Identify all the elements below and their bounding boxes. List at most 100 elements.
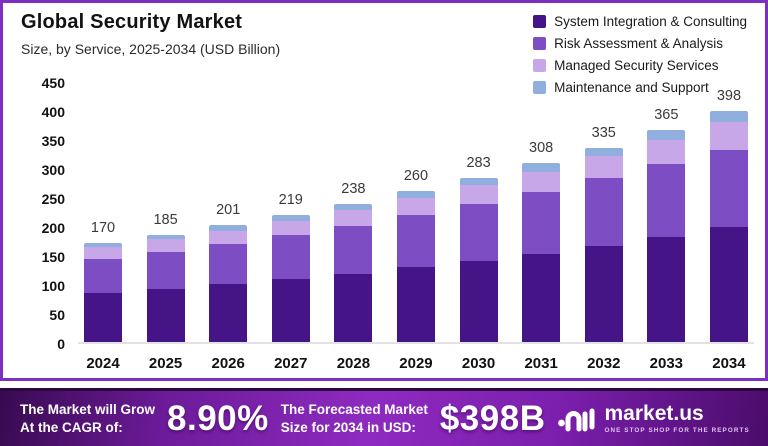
bar-segment-2030-series-3 xyxy=(459,177,498,186)
y-tick-300: 300 xyxy=(41,162,65,178)
bar-2033: 365 2033 xyxy=(647,83,686,372)
y-tick-100: 100 xyxy=(41,278,65,294)
bar-total-2032: 335 xyxy=(591,124,616,141)
x-label-2033: 2033 xyxy=(649,355,684,372)
bar-segment-2026-series-1 xyxy=(209,243,248,284)
bar-segment-2031-series-1 xyxy=(522,192,561,254)
bar-segment-2033-series-2 xyxy=(647,139,686,164)
legend-item-0: System Integration & Consulting xyxy=(533,13,747,29)
legend-swatch-icon xyxy=(533,14,547,28)
legend-label: System Integration & Consulting xyxy=(554,13,747,29)
bar-total-2026: 201 xyxy=(216,202,241,219)
bar-total-2024: 170 xyxy=(90,220,116,237)
bar-segment-2027-series-3 xyxy=(271,215,310,221)
bar-segment-2025-series-1 xyxy=(146,251,185,289)
y-tick-150: 150 xyxy=(41,249,65,265)
bar-segment-2028-series-3 xyxy=(334,203,373,211)
bar-total-2029: 260 xyxy=(403,168,429,185)
bar-segment-2027-series-0 xyxy=(271,279,310,342)
forecast-label-line1: The Forecasted Market xyxy=(280,401,428,417)
legend-label: Maintenance and Support xyxy=(554,79,709,95)
bar-segment-2031-series-2 xyxy=(522,171,561,193)
brand-logo: market.us ONE STOP SHOP FOR THE REPORTS xyxy=(557,402,749,436)
cagr-label: The Market will Grow At the CAGR of: xyxy=(20,401,155,436)
bar-2031: 308 2031 xyxy=(522,83,561,372)
bar-segment-2034-series-2 xyxy=(709,121,748,151)
bar-segment-2031-series-3 xyxy=(522,163,561,172)
x-label-2029: 2029 xyxy=(399,355,433,372)
bar-segment-2028-series-1 xyxy=(334,226,373,274)
x-label-2030: 2030 xyxy=(461,355,496,372)
bar-segment-2034-series-0 xyxy=(709,227,748,342)
bar-segment-2032-series-1 xyxy=(584,178,623,246)
chart-card: Global Security Market Size, by Service,… xyxy=(0,0,768,381)
bar-2030: 283 2030 xyxy=(459,83,498,372)
forecast-label: The Forecasted Market Size for 2034 in U… xyxy=(281,401,428,436)
bar-segment-2032-series-3 xyxy=(584,147,623,157)
bar-segment-2033-series-3 xyxy=(647,130,686,140)
bar-segment-2029-series-0 xyxy=(396,267,435,342)
bar-segment-2026-series-3 xyxy=(209,225,248,231)
chart-title: Global Security Market xyxy=(21,11,243,33)
bar-segment-2027-series-1 xyxy=(271,235,310,280)
bar-2028: 238 2028 xyxy=(334,83,373,372)
bar-segment-2025-series-0 xyxy=(146,288,185,342)
bar-segment-2033-series-1 xyxy=(647,163,686,238)
brand-text: market.us ONE STOP SHOP FOR THE REPORTS xyxy=(604,403,749,434)
x-label-2028: 2028 xyxy=(336,355,371,372)
bar-total-2031: 308 xyxy=(529,140,554,157)
bar-total-2028: 238 xyxy=(341,180,366,197)
legend-swatch-icon xyxy=(533,58,547,72)
bar-segment-2024-series-0 xyxy=(84,293,122,342)
chart-header: Global Security Market Size, by Service,… xyxy=(21,11,280,57)
bar-2027: 219 2027 xyxy=(271,83,310,372)
chart-legend: System Integration & Consulting Risk Asse… xyxy=(533,13,747,101)
bar-total-2030: 283 xyxy=(466,154,491,171)
cagr-value: 8.90% xyxy=(167,398,269,438)
y-tick-350: 350 xyxy=(41,133,65,149)
bar-segment-2029-series-2 xyxy=(396,198,435,215)
forecast-value: $398B xyxy=(439,398,546,438)
bar-segment-2032-series-0 xyxy=(584,245,623,342)
x-label-2032: 2032 xyxy=(587,355,621,372)
y-axis: 450 400 350 300 250 200 150 100 50 0 xyxy=(21,75,65,352)
bar-segment-2034-series-1 xyxy=(709,150,748,228)
bar-segment-2034-series-3 xyxy=(709,111,748,122)
bar-segment-2030-series-1 xyxy=(459,203,498,261)
x-label-2027: 2027 xyxy=(274,355,308,372)
bar-plot: 170 2024 185 2025 201 2026 219 2027 238 2028 260 20… xyxy=(78,83,754,372)
marketus-logo-icon xyxy=(558,408,595,431)
legend-label: Risk Assessment & Analysis xyxy=(554,35,723,51)
y-tick-50: 50 xyxy=(49,307,65,323)
bar-segment-2031-series-0 xyxy=(522,253,561,342)
legend-swatch-icon xyxy=(533,80,547,94)
bar-2029: 260 2029 xyxy=(396,83,435,372)
bar-segment-2028-series-0 xyxy=(334,273,373,342)
legend-swatch-icon xyxy=(533,36,547,50)
cagr-label-line2: At the CAGR of: xyxy=(20,419,123,435)
legend-item-1: Risk Assessment & Analysis xyxy=(533,35,747,51)
cagr-label-line1: The Market will Grow xyxy=(20,401,156,417)
bar-segment-2025-series-3 xyxy=(146,234,185,240)
bar-2032: 335 2032 xyxy=(584,83,623,372)
bar-segment-2026-series-0 xyxy=(209,284,248,342)
chart-subtitle: Size, by Service, 2025-2034 (USD Billion… xyxy=(21,41,281,57)
brand-tagline: ONE STOP SHOP FOR THE REPORTS xyxy=(604,427,750,434)
bar-2026: 201 2026 xyxy=(209,83,248,372)
bar-total-2033: 365 xyxy=(654,107,679,124)
legend-label: Managed Security Services xyxy=(554,57,719,73)
bar-segment-2024-series-3 xyxy=(84,243,122,248)
plot-area: 450 400 350 300 250 200 150 100 50 0 170 2024 185 20… xyxy=(3,3,768,384)
x-label-2025: 2025 xyxy=(148,355,183,372)
x-label-2024: 2024 xyxy=(86,355,120,372)
bar-segment-2030-series-2 xyxy=(459,185,498,204)
bar-total-2027: 219 xyxy=(278,191,303,208)
legend-item-3: Maintenance and Support xyxy=(533,79,747,95)
bar-total-2034: 398 xyxy=(716,88,742,105)
bar-segment-2028-series-2 xyxy=(334,210,373,227)
x-label-2031: 2031 xyxy=(524,355,558,372)
bar-segment-2024-series-1 xyxy=(84,259,122,294)
bar-segment-2029-series-3 xyxy=(396,191,435,199)
bar-2025: 185 2025 xyxy=(146,83,185,372)
y-tick-450: 450 xyxy=(41,75,65,91)
